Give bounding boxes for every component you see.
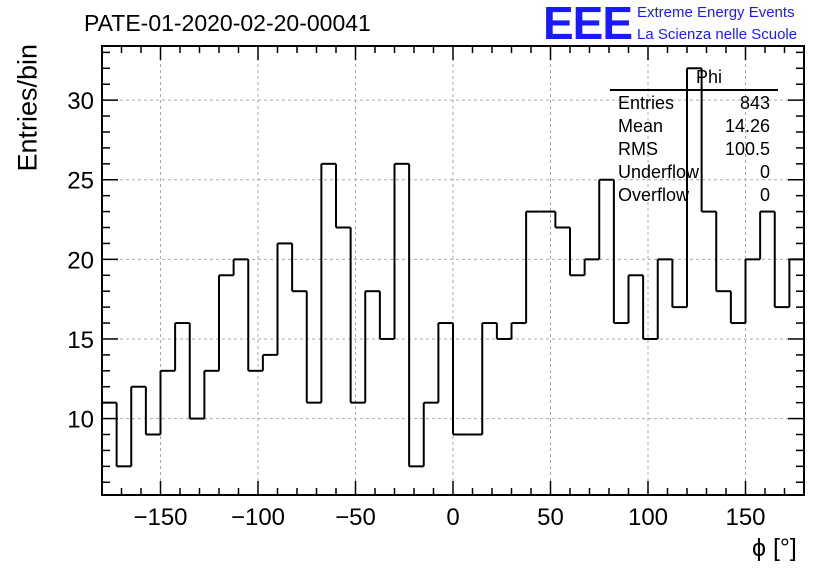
x-tick-label: −50 [335,504,376,531]
stats-label: Underflow [618,162,700,182]
x-tick-label: 0 [446,504,459,531]
stats-box: Phi Entries 843 Mean 14.26 RMS 100.5 Und… [610,66,778,207]
x-tick-label: 150 [725,504,765,531]
y-tick-label: 30 [67,88,94,115]
stats-box-divider [610,89,778,91]
logo-line-1: Extreme Energy Events [637,4,795,21]
y-axis-label: Entries/bin [12,43,43,172]
stats-value: 0 [759,185,770,205]
stats-value: 100.5 [724,139,770,159]
logo-line-2: La Scienza nelle Scuole [637,26,798,43]
stats-row-entries: Entries 843 [612,92,776,115]
x-tick-label: 50 [537,504,564,531]
x-tick-label: 100 [628,504,668,531]
stats-value: 0 [759,162,770,182]
y-tick-label: 25 [67,168,94,195]
x-axis-label: ϕ [°] [752,534,797,562]
y-tick-label: 10 [67,407,94,434]
y-tick-label: 15 [67,327,94,354]
stats-row-rms: RMS 100.5 [612,138,776,161]
chart-title: PATE-01-2020-02-20-00041 [84,10,371,36]
y-tick-label: 20 [67,247,94,274]
stats-label: Mean [618,116,664,136]
stats-row-mean: Mean 14.26 [612,115,776,138]
stats-label: RMS [618,139,658,159]
stats-box-name: Phi [695,67,722,87]
x-tick-label: −100 [231,504,285,531]
stats-label: Overflow [618,185,690,205]
stats-row-underflow: Underflow 0 [612,161,776,184]
eee-logo: EEE [543,0,633,49]
stats-value: 843 [739,93,770,113]
stats-value: 14.26 [724,116,770,136]
stats-label: Entries [618,93,675,113]
x-tick-label: −150 [133,504,187,531]
stats-row-overflow: Overflow 0 [612,184,776,207]
